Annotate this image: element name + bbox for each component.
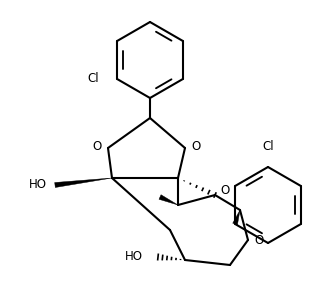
Text: O: O — [93, 139, 102, 153]
Text: Cl: Cl — [87, 72, 99, 86]
Text: O: O — [254, 234, 263, 246]
Polygon shape — [159, 195, 178, 205]
Text: HO: HO — [125, 251, 143, 263]
Text: HO: HO — [29, 179, 47, 192]
Polygon shape — [233, 210, 240, 225]
Text: O: O — [191, 139, 200, 153]
Text: O: O — [220, 184, 229, 198]
Polygon shape — [55, 178, 112, 187]
Text: Cl: Cl — [262, 140, 274, 153]
